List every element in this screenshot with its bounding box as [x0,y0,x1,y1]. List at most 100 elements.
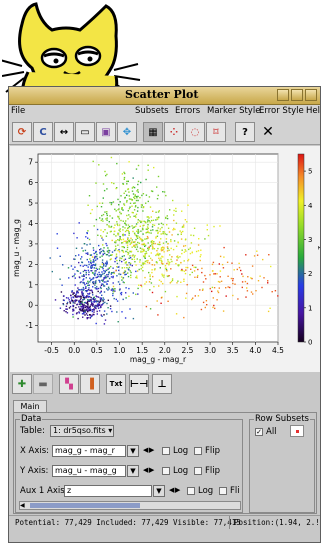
draw-subset-button[interactable]: ◌ [185,122,205,142]
grid-button[interactable]: ▦ [143,122,163,142]
menu-file[interactable]: File [11,106,26,116]
table-select[interactable]: 1: dr5qso.fits ▾ [50,425,114,437]
data-point [118,224,121,226]
data-point [134,206,137,208]
data-point [139,197,141,199]
y-error-button[interactable]: ⊥ [152,374,172,394]
data-point [233,269,235,271]
resize-x-button[interactable]: ↔ [54,122,74,142]
aux-axis-dropdown[interactable]: ▼ [153,485,165,497]
scrollbar-thumb[interactable] [30,503,140,508]
data-point [87,252,89,254]
data-point [165,268,168,271]
maximize-button[interactable] [291,89,303,101]
color-map-button[interactable]: ▚ [59,374,79,394]
x-axis-input[interactable]: mag_g - mag_r [52,445,126,457]
data-point [123,281,125,284]
data-point [187,258,190,261]
aux-log-checkbox[interactable] [187,487,195,495]
data-point [160,302,162,304]
resize-y-button[interactable]: ▭ [75,122,95,142]
data-point [82,313,85,315]
x-axis-dropdown[interactable]: ▼ [127,445,139,457]
data-point [81,303,84,305]
data-point [95,288,97,290]
data-point [191,264,194,267]
legend-button[interactable]: ⁘ [164,122,184,142]
data-point [251,277,253,280]
data-point [149,275,151,278]
y-log-checkbox[interactable] [162,467,170,475]
aux-axis-prev-icon[interactable]: ◀ [169,486,175,494]
add-dataset-button[interactable]: ✚ [12,374,32,394]
remove-dataset-button[interactable]: ▬ [33,374,53,394]
data-point [226,261,229,263]
y-axis-prev-icon[interactable]: ◀ [143,466,149,474]
data-point [82,307,85,309]
plot-panel[interactable]: -0.5 0.0 0.5 1.0 1.5 2.0 2.5 3.0 3.5 4.0 4.5 -1 0 1 2 3… [10,146,320,376]
y-tick-label: 3 [28,239,33,248]
aux-axis-input[interactable]: z [64,485,152,497]
data-point [105,281,107,283]
data-point [119,201,121,203]
data-point [78,312,81,314]
data-point [162,232,164,235]
close-button[interactable]: ✕ [258,122,278,142]
data-point [129,243,131,246]
data-point [74,266,76,268]
data-point [216,299,218,301]
data-point [76,270,78,272]
data-point [73,232,75,235]
color-bar-button[interactable]: ▐ [80,374,100,394]
data-point [128,161,130,163]
x-error-button[interactable]: ⊢⊣ [129,374,149,394]
minimize-button[interactable] [277,89,289,101]
replot-button[interactable]: ⟳ [12,122,32,142]
data-point [100,297,102,299]
data-point [93,225,95,227]
x-log-checkbox[interactable] [162,447,170,455]
aux-axis-next-icon[interactable]: ▶ [175,486,181,494]
scatter-plot[interactable]: -0.5 0.0 0.5 1.0 1.5 2.0 2.5 3.0 3.5 4.0 4.5 -1 0 1 2 3… [10,146,320,374]
tab-body: Data Table: 1: dr5qso.fits ▾ X Axis: mag… [13,412,317,514]
data-point [72,302,75,304]
text-label-button[interactable]: Txt [106,374,126,394]
title-bar[interactable]: Scatter Plot [9,87,320,105]
data-point [136,237,139,239]
data-point [127,210,129,212]
menu-help[interactable]: Help [306,106,320,116]
menu-error-style[interactable]: Error Style [259,106,304,116]
data-point [137,231,139,233]
tab-main[interactable]: Main [13,400,47,412]
y-axis-input[interactable]: mag_u - mag_g [52,465,126,477]
close-window-button[interactable] [305,89,317,101]
data-point [109,215,111,217]
data-point [128,225,131,228]
menu-errors[interactable]: Errors [175,106,201,116]
menu-subsets[interactable]: Subsets [135,106,169,116]
subset-all-checkbox[interactable]: ✓ [255,428,263,436]
x-flip-checkbox[interactable] [194,447,202,455]
data-point [110,156,113,159]
data-point [93,298,95,300]
print-button[interactable]: ▣ [96,122,116,142]
select-subset-button[interactable]: ⌑ [206,122,226,142]
y-log-label: Log [173,466,189,476]
data-point [102,213,105,216]
x-axis-next-icon[interactable]: ▶ [149,446,155,454]
axis-move-button[interactable]: ✥ [117,122,137,142]
horizontal-scrollbar[interactable]: ◀ [19,501,241,510]
menu-marker-style[interactable]: Marker Style [207,106,261,116]
data-point [155,229,157,232]
y-flip-checkbox[interactable] [194,467,202,475]
y-axis-dropdown[interactable]: ▼ [127,465,139,477]
y-axis-next-icon[interactable]: ▶ [149,466,155,474]
data-point [148,262,151,264]
data-point [155,237,157,239]
help-button[interactable]: ? [235,122,255,142]
x-axis-prev-icon[interactable]: ◀ [143,446,149,454]
subset-all-marker-button[interactable] [290,425,304,437]
aux-flip-checkbox[interactable] [219,487,227,495]
scroll-left-icon[interactable]: ◀ [20,502,25,509]
cycle-button[interactable]: C [33,122,53,142]
